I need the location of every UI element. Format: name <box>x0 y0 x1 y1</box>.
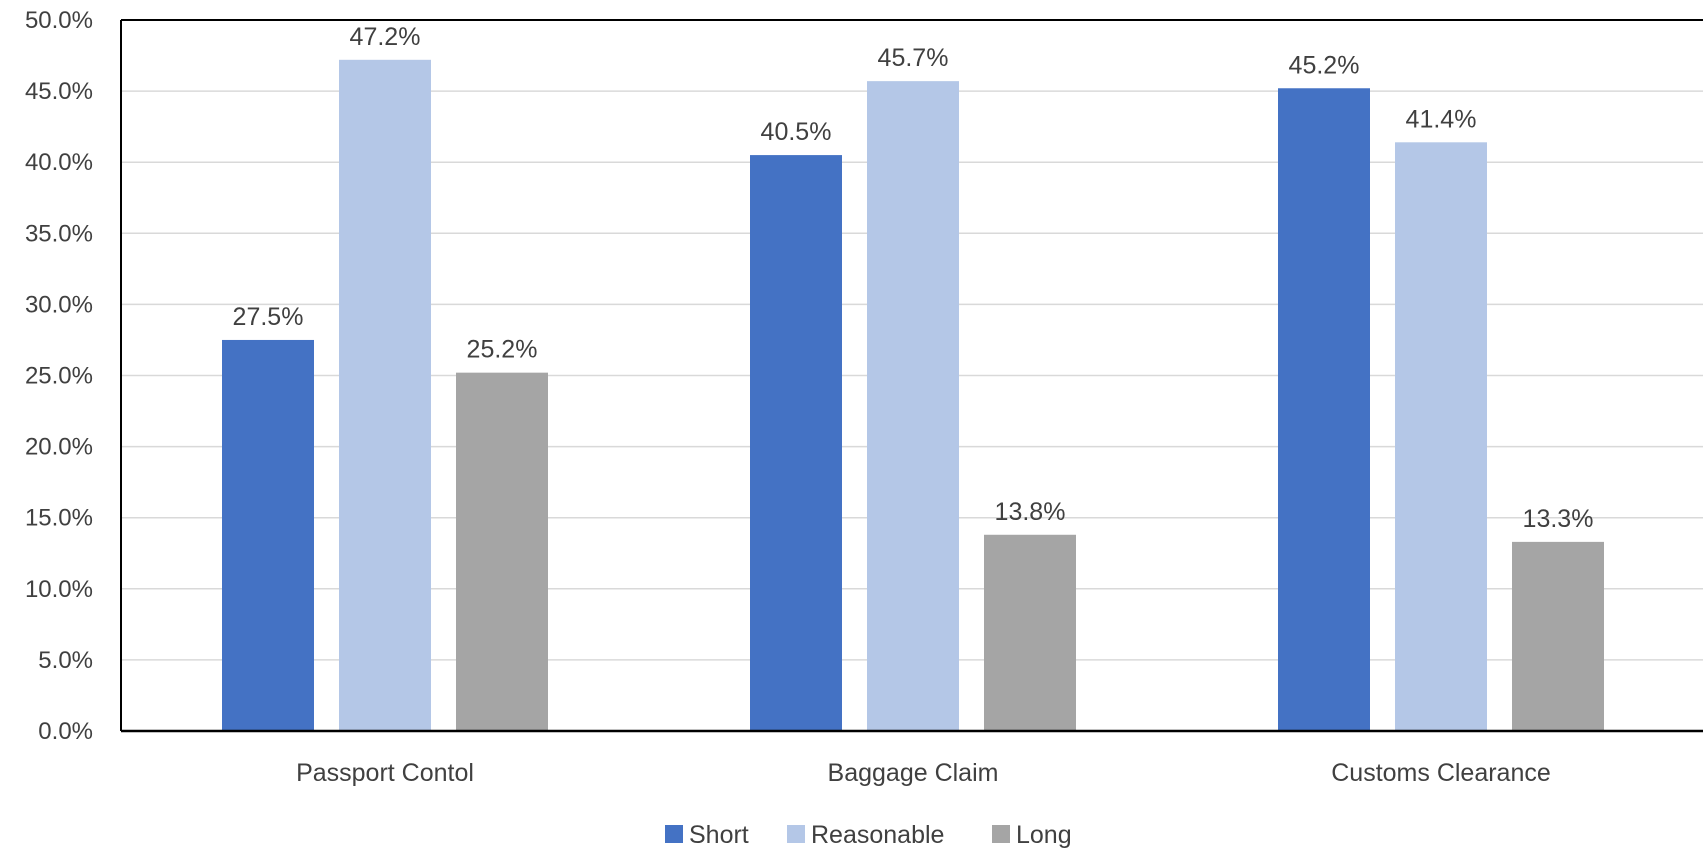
legend-swatch-long <box>992 825 1010 843</box>
bar-long-3 <box>1512 541 1604 731</box>
x-category-label: Passport Contol <box>296 759 474 787</box>
data-label: 25.2% <box>467 336 538 364</box>
x-category-label: Baggage Claim <box>828 759 999 787</box>
data-label: 45.7% <box>878 44 949 72</box>
axes: 0.0% 5.0% 10.0% 15.0% 20.0% 25.0% 30.0% 35.0% 40… <box>25 7 1703 787</box>
y-tick-label: 30.0% <box>25 291 93 318</box>
y-tick-label: 50.0% <box>25 7 93 34</box>
y-tick-label: 5.0% <box>38 647 93 674</box>
y-tick-label: 15.0% <box>25 505 93 532</box>
y-tick-label: 25.0% <box>25 363 93 390</box>
data-label: 27.5% <box>233 303 304 331</box>
legend-swatch-reasonable <box>787 825 805 843</box>
legend-label-short: Short <box>689 821 749 849</box>
data-label: 13.8% <box>995 498 1066 526</box>
y-tick-label: 0.0% <box>38 718 93 745</box>
y-tick-label: 40.0% <box>25 149 93 176</box>
bar-long-2 <box>984 534 1076 731</box>
data-labels: 27.5% 47.2% 25.2% 40.5% 45.7% 13.8% 45.2% 41.4%… <box>233 23 1594 533</box>
bar-short-1 <box>222 339 314 731</box>
bar-short-3 <box>1278 88 1370 732</box>
data-label: 41.4% <box>1406 105 1477 133</box>
bar-long-1 <box>456 372 548 731</box>
legend-label-reasonable: Reasonable <box>811 821 944 849</box>
bar-reasonable-3 <box>1395 142 1487 732</box>
legend-swatch-short <box>665 825 683 843</box>
data-label: 45.2% <box>1289 51 1360 79</box>
data-label: 47.2% <box>350 23 421 51</box>
bar-short-2 <box>750 155 842 732</box>
legend-label-long: Long <box>1016 821 1072 849</box>
bar-reasonable-1 <box>339 59 431 732</box>
y-tick-label: 35.0% <box>25 220 93 247</box>
data-label: 40.5% <box>761 118 832 146</box>
y-tick-label: 10.0% <box>25 576 93 603</box>
x-category-label: Customs Clearance <box>1331 759 1551 787</box>
bars <box>222 59 1604 732</box>
legend: Short Reasonable Long <box>665 821 1072 849</box>
y-tick-label: 45.0% <box>25 78 93 105</box>
bar-reasonable-2 <box>867 81 959 731</box>
y-tick-label: 20.0% <box>25 434 93 461</box>
data-label: 13.3% <box>1523 505 1594 533</box>
